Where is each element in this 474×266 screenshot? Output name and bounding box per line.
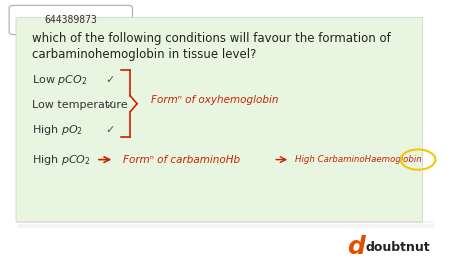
Text: ✓: ✓	[105, 75, 114, 85]
FancyBboxPatch shape	[30, 157, 89, 170]
FancyBboxPatch shape	[126, 33, 178, 44]
FancyBboxPatch shape	[16, 17, 423, 222]
FancyBboxPatch shape	[9, 5, 133, 35]
Text: ✓: ✓	[105, 100, 114, 110]
Text: High $pO_2$: High $pO_2$	[32, 123, 83, 137]
Text: Low $pCO_2$: Low $pCO_2$	[32, 73, 87, 87]
Text: High CarbaminoHaemoglobin: High CarbaminoHaemoglobin	[295, 155, 421, 164]
Text: High $pCO_2$: High $pCO_2$	[32, 153, 91, 167]
Text: carbaminohemoglobin in tissue level?: carbaminohemoglobin in tissue level?	[32, 48, 256, 61]
Text: Formⁿ of carbaminoHb: Formⁿ of carbaminoHb	[123, 155, 240, 165]
Text: Low temperature: Low temperature	[32, 100, 128, 110]
FancyBboxPatch shape	[135, 49, 179, 60]
Text: d: d	[347, 235, 365, 259]
Text: which of the following conditions will favour the formation of: which of the following conditions will f…	[32, 32, 391, 45]
FancyBboxPatch shape	[32, 49, 126, 60]
Text: doubtnut: doubtnut	[365, 241, 430, 254]
Text: ✓: ✓	[105, 125, 114, 135]
Text: Formⁿ of oxyhemoglobin: Formⁿ of oxyhemoglobin	[151, 95, 278, 105]
Text: 644389873: 644389873	[45, 15, 97, 25]
